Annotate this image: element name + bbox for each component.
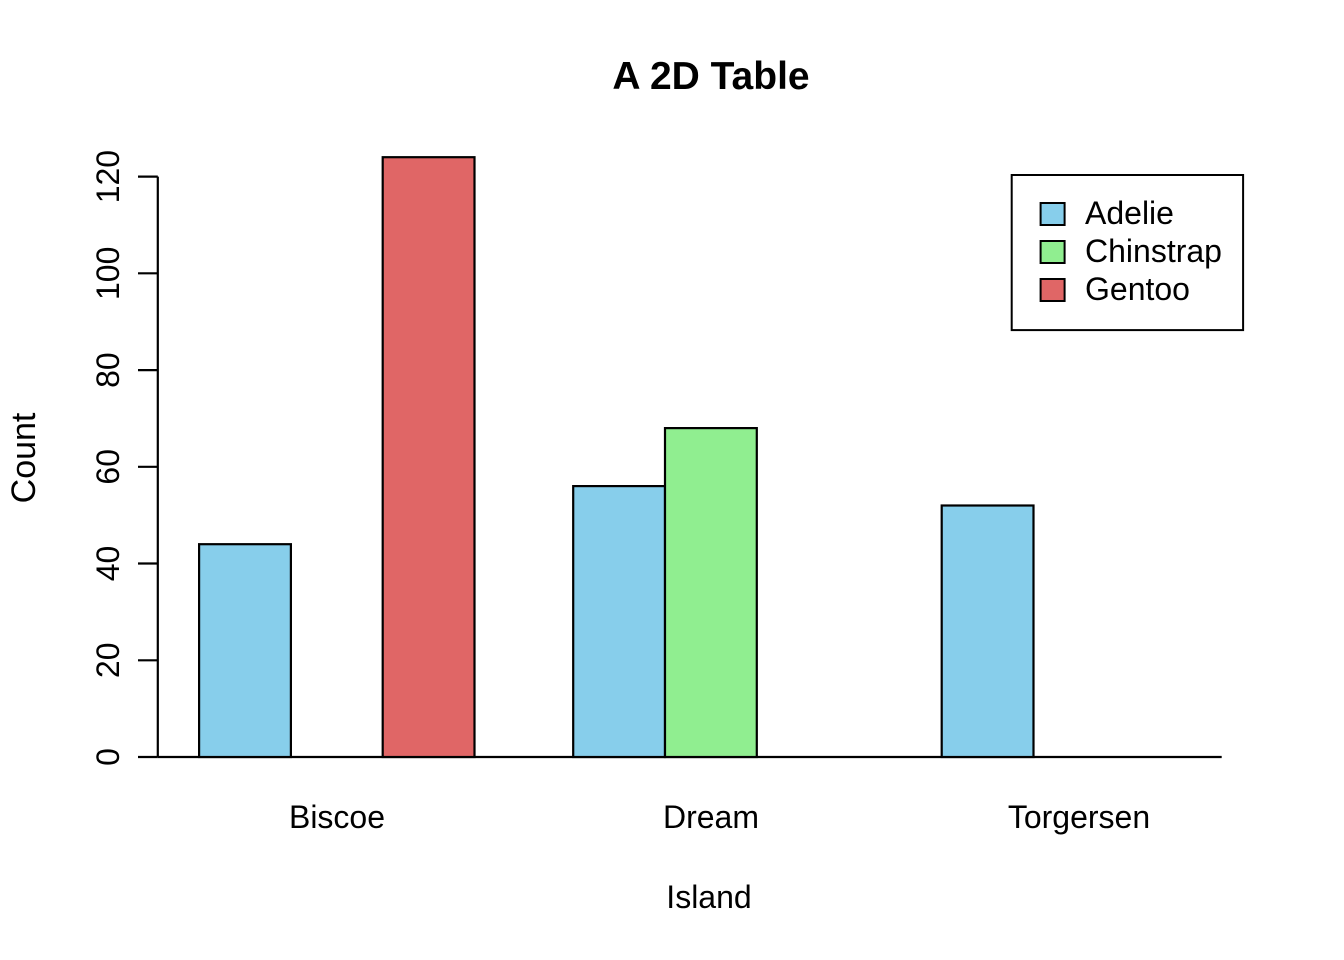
svg-text:120: 120	[90, 150, 126, 203]
svg-text:A 2D Table: A 2D Table	[612, 55, 809, 98]
svg-text:Dream: Dream	[663, 799, 759, 835]
svg-text:60: 60	[90, 449, 126, 485]
svg-text:80: 80	[90, 352, 126, 388]
svg-text:20: 20	[90, 643, 126, 679]
svg-text:0: 0	[90, 748, 126, 766]
svg-text:100: 100	[90, 247, 126, 300]
svg-text:Biscoe: Biscoe	[289, 799, 385, 835]
svg-text:Count: Count	[5, 412, 43, 503]
svg-text:40: 40	[90, 546, 126, 582]
svg-text:Gentoo: Gentoo	[1085, 271, 1190, 307]
svg-text:Chinstrap: Chinstrap	[1085, 233, 1222, 269]
svg-text:Torgersen: Torgersen	[1008, 799, 1150, 835]
svg-text:Island: Island	[666, 879, 751, 915]
svg-text:Adelie: Adelie	[1085, 195, 1174, 231]
